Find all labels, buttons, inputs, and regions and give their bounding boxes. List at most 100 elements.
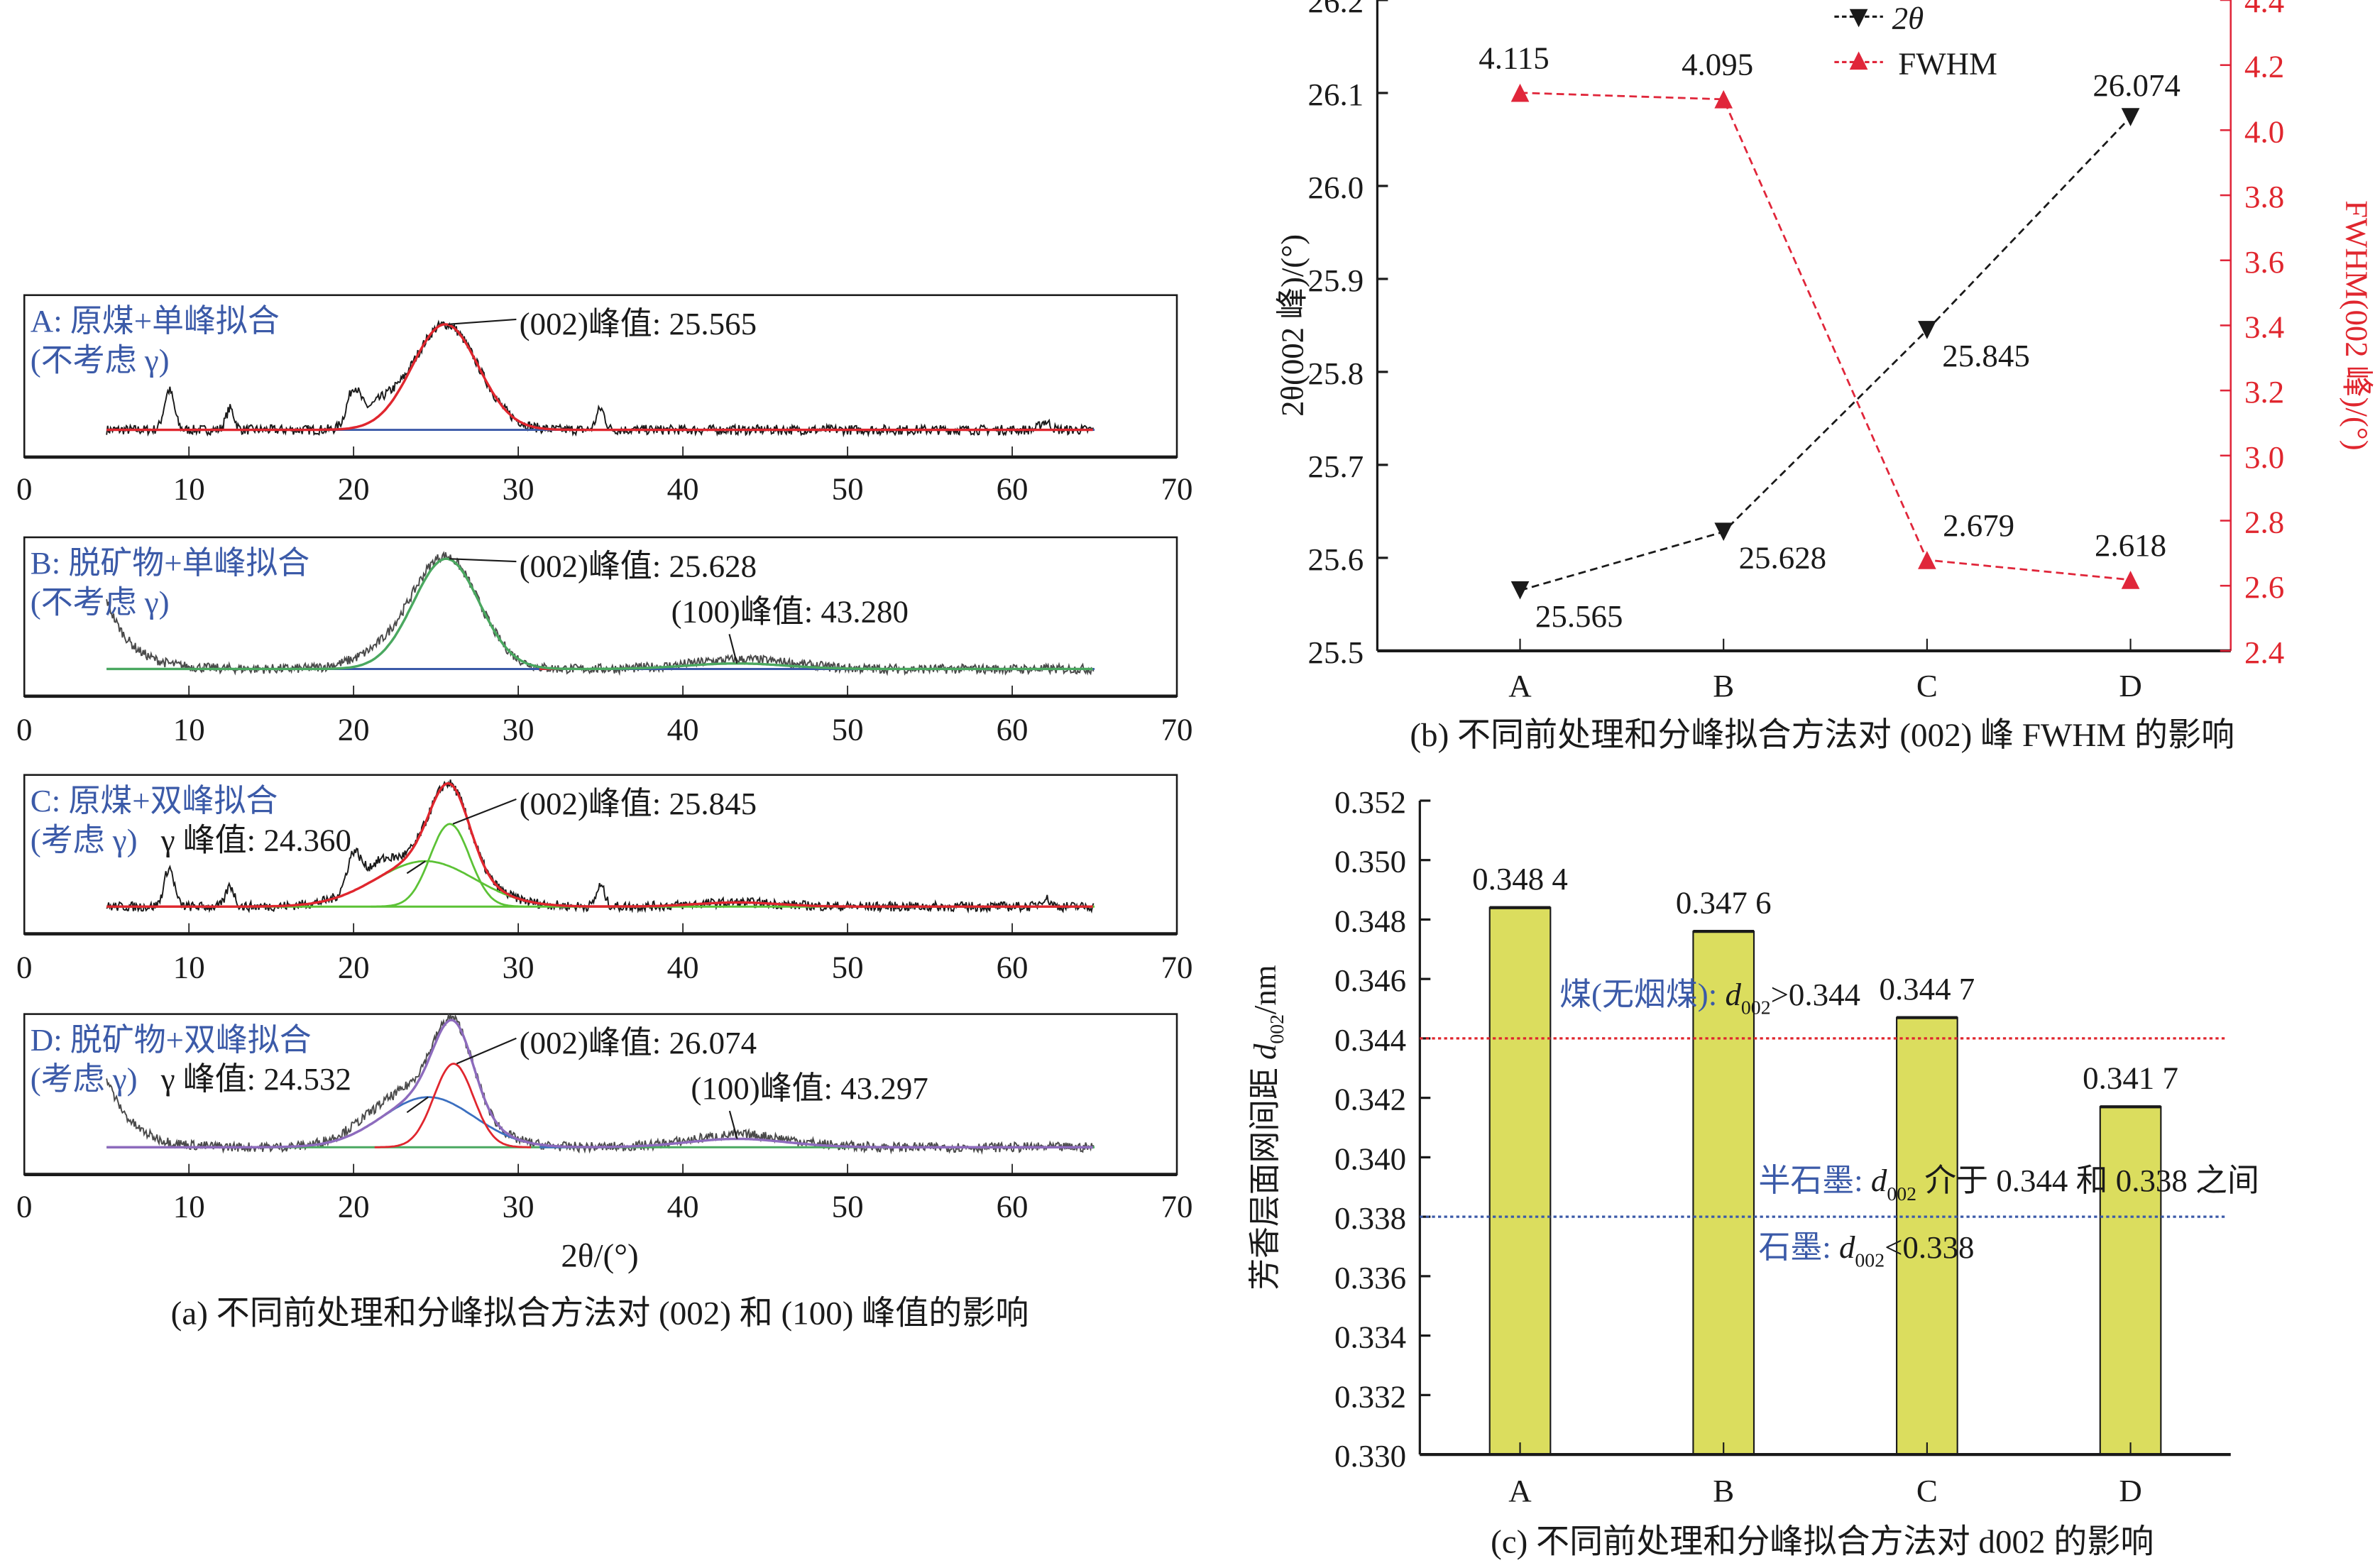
annotation-leader-line: [406, 860, 426, 875]
y-tick-label: 0.342: [1334, 1082, 1406, 1117]
bar-A: [1488, 906, 1552, 1456]
fit-envelope: [106, 1019, 1093, 1148]
subplot-title-line2: (考虑 γ): [31, 822, 138, 857]
bar-D: [2099, 1106, 2162, 1456]
panel-a-xrd-fits: 0 10 20 30 40 50 60 70A: 原煤+单峰拟合(不考虑 γ)(002)峰值:…: [16, 294, 1193, 1224]
y-tick-label: 0.352: [1334, 784, 1406, 820]
annotation-graphite-prefix: 石墨:: [1758, 1229, 1839, 1265]
x-tick-label: 20: [338, 471, 370, 507]
legend-fwhm-label: FWHM: [1898, 46, 1997, 82]
bar-C: [1896, 1016, 1958, 1456]
right-y-tick-label: 2.4: [2244, 635, 2284, 670]
data-point-marker: [1918, 551, 1936, 569]
peak-annotation: (002)峰值: 25.845: [520, 786, 757, 821]
x-tick-label: 40: [667, 712, 699, 747]
bar-value-label: 0.344 7: [1880, 971, 1975, 1007]
right-y-tick-label: 4.0: [2244, 114, 2284, 149]
panel-c-caption: (c) 不同前处理和分峰拟合方法对 d002 的影响: [1491, 1524, 2154, 1561]
left-y-tick-label: 25.8: [1308, 356, 1364, 391]
peak-annotation: (002)峰值: 26.074: [520, 1025, 757, 1060]
y-tick-label: 0.330: [1334, 1438, 1406, 1474]
data-value-label: 2.679: [1943, 508, 2014, 543]
annotation-semi-var: d: [1871, 1163, 1887, 1198]
annotation-leader-line: [449, 558, 517, 563]
annotation-coal-rest: >0.344: [1771, 977, 1860, 1012]
panel-c-chart: 0.330 0.332 0.334 0.336 0.338 0.340 0.342 0.344…: [1247, 784, 2259, 1561]
annotation-semi-prefix: 半石墨:: [1758, 1163, 1870, 1198]
x-tick-label: 20: [338, 712, 370, 747]
series-line-2theta: [1520, 116, 2132, 592]
x-tick-label: 50: [832, 712, 864, 747]
data-point-marker: [2121, 108, 2140, 126]
subplot-title-line2: (不考虑 γ): [31, 585, 170, 620]
data-value-label: 4.115: [1479, 40, 1549, 76]
x-tick-label: 60: [997, 471, 1029, 507]
panel-b-right-ylabel: FWHM(002 峰)/(°): [2339, 200, 2374, 450]
x-tick-label: 0: [16, 1188, 32, 1224]
panel-c-ylabel: 芳香层面网间距 d002/nm: [1247, 965, 1288, 1290]
annotation-coal: 煤(无烟煤): d002>0.344: [1559, 977, 1860, 1019]
x-tick-label: 40: [667, 471, 699, 507]
category-label: B: [1713, 668, 1734, 703]
panel-a-subplot-B: 0 10 20 30 40 50 60 70 B: 脱矿物+单峰拟合 (不考虑 γ) (002)峰值…: [16, 536, 1192, 747]
panel-c-ylabel-unit: /nm: [1247, 965, 1283, 1014]
right-y-tick-label: 3.4: [2244, 309, 2284, 345]
category-label: B: [1713, 1473, 1734, 1508]
subplot-title-line1: C: 原煤+双峰拟合: [31, 783, 278, 818]
data-value-label: 2.618: [2095, 527, 2166, 563]
x-tick-label: 0: [16, 949, 32, 985]
bar-value-label: 0.348 4: [1472, 861, 1568, 897]
annotation-coal-sub: 002: [1741, 997, 1771, 1019]
subplot-title-line1: B: 脱矿物+单峰拟合: [31, 545, 309, 581]
fit-component-peak: [243, 1096, 611, 1148]
peak-annotation: (100)峰值: 43.297: [691, 1070, 928, 1106]
y-tick-label: 0.336: [1334, 1260, 1406, 1295]
x-tick-label: 70: [1161, 471, 1193, 507]
left-y-tick-label: 26.1: [1308, 77, 1364, 112]
left-y-tick-label: 26.0: [1308, 170, 1364, 205]
annotation-graphite-sub: 002: [1855, 1250, 1885, 1272]
x-tick-label: 70: [1161, 1188, 1193, 1224]
x-tick-label: 0: [16, 712, 32, 747]
annotation-graphite: 石墨: d002<0.338: [1758, 1229, 1974, 1272]
bar-value-label: 0.347 6: [1676, 885, 1772, 921]
annotation-leader-line: [728, 634, 738, 664]
y-tick-label: 0.334: [1334, 1320, 1406, 1355]
fit-envelope: [106, 557, 1093, 671]
peak-annotation: γ 峰值: 24.360: [160, 822, 351, 857]
raw-xrd-pattern: [106, 319, 1095, 438]
x-tick-label: 40: [667, 949, 699, 985]
x-tick-label: 10: [173, 471, 205, 507]
panel-c-ylabel-sub: 002: [1266, 1014, 1288, 1044]
panel-b-caption: (b) 不同前处理和分峰拟合方法对 (002) 峰 FWHM 的影响: [1410, 717, 2234, 754]
legend-2theta-label: 2θ: [1892, 1, 1924, 36]
annotation-coal-prefix: 煤(无烟煤):: [1559, 977, 1725, 1012]
fit-component-peak: [374, 1063, 532, 1148]
right-y-tick-label: 2.8: [2244, 505, 2284, 540]
y-tick-label: 0.344: [1334, 1022, 1406, 1058]
peak-annotation: (100)峰值: 43.280: [671, 593, 909, 629]
data-value-label: 4.095: [1682, 47, 1753, 82]
x-tick-label: 10: [173, 1188, 205, 1224]
bar-value-label: 0.341 7: [2083, 1060, 2178, 1096]
data-point-marker: [1714, 522, 1733, 542]
subplot-title-line1: D: 脱矿物+双峰拟合: [31, 1022, 312, 1058]
y-tick-label: 0.346: [1334, 963, 1406, 998]
panel-c-ylabel-text: 芳香层面网间距: [1247, 1060, 1283, 1290]
panel-b-chart: 25.5 25.6 25.7 25.8 25.9 26.0 26.1 26.2 2.4 2.6 2…: [1275, 0, 2374, 754]
right-y-tick-label: 4.4: [2244, 0, 2284, 19]
left-y-tick-label: 26.2: [1308, 0, 1364, 19]
data-point-marker: [1510, 83, 1530, 102]
left-y-tick-label: 25.9: [1308, 263, 1364, 298]
y-tick-label: 0.348: [1334, 904, 1406, 939]
left-y-tick-label: 25.7: [1308, 449, 1364, 484]
subplot-title-line2: (不考虑 γ): [31, 342, 170, 378]
right-y-tick-label: 4.2: [2244, 49, 2284, 84]
right-y-tick-label: 3.2: [2244, 374, 2284, 410]
x-tick-label: 0: [16, 471, 32, 507]
x-tick-label: 60: [997, 1188, 1029, 1224]
panel-a-subplot-D: 0 10 20 30 40 50 60 70 D: 脱矿物+双峰拟合(考虑 γ) (002)峰值:…: [16, 1012, 1193, 1224]
annotation-leader-line: [452, 798, 517, 825]
category-label: C: [1916, 1473, 1938, 1508]
